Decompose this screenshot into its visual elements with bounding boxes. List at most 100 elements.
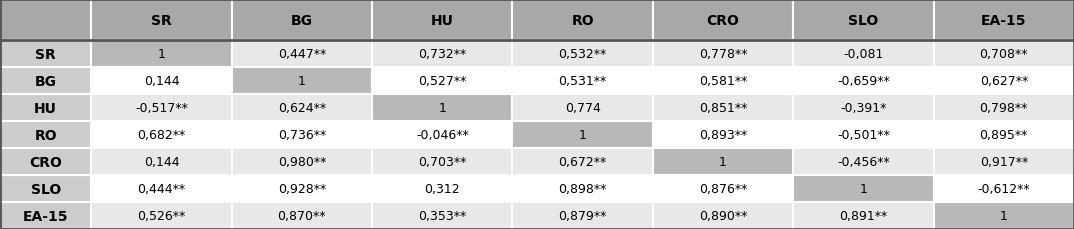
Bar (794, 95, 933, 122)
Text: -0,081: -0,081 (843, 48, 884, 61)
Bar (933, 0, 1074, 41)
Bar (232, 202, 372, 229)
Text: 0,624**: 0,624** (278, 102, 325, 115)
Text: 1: 1 (297, 75, 306, 88)
Bar (232, 175, 372, 202)
Bar (512, 202, 653, 229)
Bar (0, 0, 91, 41)
Text: 1: 1 (1000, 209, 1007, 222)
Text: 0,917**: 0,917** (979, 155, 1028, 168)
Text: EA-15: EA-15 (23, 209, 69, 223)
Text: SLO: SLO (30, 182, 61, 196)
Text: 0,774: 0,774 (565, 102, 600, 115)
Text: HU: HU (34, 101, 57, 115)
Bar (0, 122, 91, 149)
Bar (653, 202, 794, 229)
Bar (91, 175, 232, 202)
Text: 0,627**: 0,627** (979, 75, 1028, 88)
Text: 1: 1 (579, 129, 586, 142)
Bar (512, 122, 653, 149)
Bar (933, 122, 1074, 149)
Text: 0,526**: 0,526** (137, 209, 186, 222)
Text: -0,391*: -0,391* (840, 102, 887, 115)
Text: 0,898**: 0,898** (558, 182, 607, 195)
Bar (653, 41, 794, 68)
Bar (232, 68, 372, 95)
Bar (512, 95, 653, 122)
Bar (933, 202, 1074, 229)
Text: 0,870**: 0,870** (277, 209, 326, 222)
Text: CRO: CRO (707, 14, 740, 27)
Text: 0,876**: 0,876** (699, 182, 748, 195)
Text: -0,046**: -0,046** (416, 129, 468, 142)
Text: 0,891**: 0,891** (839, 209, 887, 222)
Bar (91, 95, 232, 122)
Text: SR: SR (35, 48, 56, 62)
Text: 0,928**: 0,928** (278, 182, 326, 195)
Bar (91, 0, 232, 41)
Bar (0, 202, 91, 229)
Text: 0,144: 0,144 (144, 155, 179, 168)
Text: 0,732**: 0,732** (418, 48, 466, 61)
Text: BG: BG (34, 74, 57, 88)
Text: 0,895**: 0,895** (979, 129, 1028, 142)
Text: 0,444**: 0,444** (137, 182, 186, 195)
Bar (232, 0, 372, 41)
Text: 0,893**: 0,893** (699, 129, 748, 142)
Text: SR: SR (151, 14, 172, 27)
Text: 0,703**: 0,703** (418, 155, 466, 168)
Text: 1: 1 (859, 182, 868, 195)
Text: 0,312: 0,312 (424, 182, 460, 195)
Bar (91, 122, 232, 149)
Text: CRO: CRO (29, 155, 62, 169)
Bar (512, 175, 653, 202)
Bar (653, 68, 794, 95)
Bar (512, 0, 653, 41)
Text: 0,531**: 0,531** (558, 75, 607, 88)
Bar (0, 68, 91, 95)
Text: RO: RO (571, 14, 594, 27)
Text: 0,879**: 0,879** (558, 209, 607, 222)
Bar (933, 41, 1074, 68)
Text: 0,144: 0,144 (144, 75, 179, 88)
Text: 0,682**: 0,682** (137, 129, 186, 142)
Bar (0, 95, 91, 122)
Text: 0,736**: 0,736** (278, 129, 326, 142)
Bar (794, 122, 933, 149)
Bar (794, 202, 933, 229)
Bar (91, 41, 232, 68)
Text: EA-15: EA-15 (981, 14, 1027, 27)
Bar (512, 68, 653, 95)
Bar (232, 122, 372, 149)
Bar (372, 68, 512, 95)
Bar (794, 149, 933, 175)
Bar (653, 0, 794, 41)
Bar (372, 175, 512, 202)
Bar (372, 149, 512, 175)
Text: 0,798**: 0,798** (979, 102, 1028, 115)
Text: -0,659**: -0,659** (837, 75, 889, 88)
Text: HU: HU (431, 14, 453, 27)
Bar (91, 202, 232, 229)
Bar (0, 41, 91, 68)
Text: 0,778**: 0,778** (699, 48, 748, 61)
Text: 1: 1 (720, 155, 727, 168)
Text: -0,501**: -0,501** (837, 129, 890, 142)
Text: 1: 1 (158, 48, 165, 61)
Text: 0,851**: 0,851** (699, 102, 748, 115)
Bar (512, 41, 653, 68)
Text: BG: BG (291, 14, 313, 27)
Text: 0,890**: 0,890** (699, 209, 748, 222)
Text: -0,456**: -0,456** (837, 155, 889, 168)
Text: 0,532**: 0,532** (558, 48, 607, 61)
Text: -0,517**: -0,517** (135, 102, 188, 115)
Bar (653, 122, 794, 149)
Text: RO: RO (34, 128, 57, 142)
Text: 0,672**: 0,672** (558, 155, 607, 168)
Text: 0,708**: 0,708** (979, 48, 1028, 61)
Bar (232, 41, 372, 68)
Bar (0, 149, 91, 175)
Bar (933, 68, 1074, 95)
Bar (653, 149, 794, 175)
Bar (372, 95, 512, 122)
